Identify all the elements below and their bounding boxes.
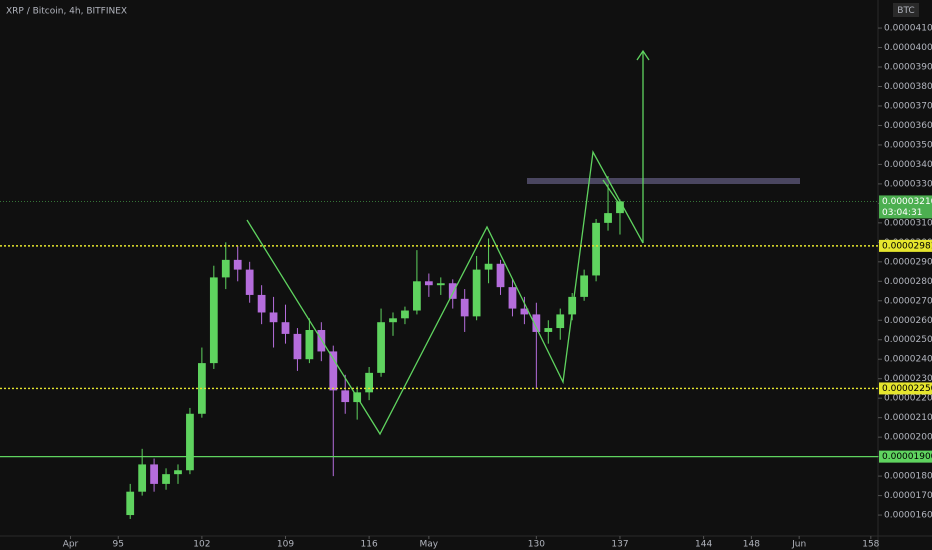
level-badge [879, 382, 932, 395]
y-tick-label: 0.0000230000 [884, 374, 932, 384]
x-tick-label: 130 [528, 540, 545, 550]
candle-body [436, 283, 445, 286]
candle-body [174, 470, 182, 475]
x-tick-label: 148 [743, 540, 760, 550]
candle-body [413, 281, 421, 311]
candle-body [257, 294, 266, 313]
wedge-line [602, 179, 623, 209]
y-tick-label: 0.0000260000 [884, 316, 932, 326]
candle-body [305, 330, 314, 360]
last-price-label: 0.0000321000 [882, 197, 932, 207]
candle-body [209, 277, 218, 364]
y-tick-label: 0.0000380000 [884, 82, 932, 92]
candle-body [580, 275, 589, 297]
y-tick-label: 0.0000180000 [884, 472, 932, 482]
candle-body [150, 464, 158, 484]
resistance-zone [527, 178, 800, 184]
y-tick-label: 0.0000240000 [884, 355, 932, 365]
candle-body [532, 314, 541, 332]
candle-body [233, 259, 242, 270]
y-tick-label: 0.0000350000 [884, 140, 932, 150]
y-tick-label: 0.0000220000 [884, 394, 932, 404]
level-label: 0.0000190000 [882, 452, 932, 462]
candle-body [126, 491, 135, 516]
candle-body [377, 322, 385, 373]
y-tick-label: 0.0000410000 [884, 24, 932, 34]
y-tick-label: 0.0000340000 [884, 160, 932, 170]
x-tick-label: 144 [695, 540, 712, 550]
x-tick-label: Jun [791, 540, 806, 550]
y-tick-label: 0.0000310000 [884, 218, 932, 228]
level-badge [879, 450, 932, 463]
y-tick-label: 0.0000290000 [884, 257, 932, 267]
candle-body [269, 312, 278, 323]
currency-label: BTC [897, 6, 914, 16]
currency-badge [893, 3, 919, 17]
arrow-head [636, 49, 650, 61]
candle-body [472, 269, 481, 317]
candle-body [496, 263, 505, 288]
candle-body [162, 474, 170, 484]
x-tick-label: 95 [113, 540, 124, 550]
candle-body [508, 287, 517, 309]
y-tick-label: 0.0000370000 [884, 101, 932, 111]
x-tick-label: 158 [862, 540, 879, 550]
y-tick-label: 0.0000250000 [884, 335, 932, 345]
candle-body [448, 283, 457, 299]
y-tick-label: 0.0000400000 [884, 43, 932, 53]
candle-body [520, 308, 529, 315]
y-tick-label: 0.0000330000 [884, 179, 932, 189]
y-tick-label: 0.0000210000 [884, 413, 932, 423]
candle-body [293, 333, 302, 360]
y-tick-label: 0.0000160000 [884, 511, 932, 521]
y-tick-label: 0.0000390000 [884, 63, 932, 73]
candle-body [186, 413, 194, 471]
candle-body [604, 213, 612, 223]
candle-body [484, 263, 493, 270]
candle-body [281, 322, 290, 334]
drawings [246, 49, 800, 436]
plot [126, 176, 624, 519]
x-tick-label: 137 [611, 540, 628, 550]
candle-body [424, 281, 433, 286]
candle-body [329, 351, 338, 391]
countdown-label: 03:04:31 [882, 208, 922, 218]
candle-body [221, 259, 230, 278]
candle-body [365, 372, 374, 393]
y-tick-label: 0.0000170000 [884, 491, 932, 501]
candle-body [556, 314, 565, 329]
y-tick-label: 0.0000200000 [884, 433, 932, 443]
candle-body [401, 310, 409, 319]
candle-body [389, 318, 397, 323]
x-tick-label: 109 [277, 540, 294, 550]
candle-body [245, 269, 254, 295]
x-tick-label: Apr [63, 540, 79, 550]
candle-body [460, 298, 469, 317]
last-price-badge [879, 195, 932, 219]
x-tick-label: 102 [193, 540, 210, 550]
candle-body [138, 464, 147, 492]
level-label: 0.0000225000 [882, 384, 932, 394]
x-tick-label: 116 [361, 540, 378, 550]
level-label: 0.0000298180 [882, 241, 932, 251]
level-badge [879, 239, 932, 252]
x-tick-label: May [420, 540, 439, 550]
candle-body [544, 328, 553, 332]
y-tick-label: 0.0000280000 [884, 277, 932, 287]
chart-title: XRP / Bitcoin, 4h, BITFINEX [6, 7, 127, 17]
pattern-line [246, 149, 644, 436]
y-tick-label: 0.0000270000 [884, 296, 932, 306]
candle-body [341, 390, 350, 403]
candle-body [592, 222, 600, 276]
candle-body [616, 201, 624, 214]
y-tick-label: 0.0000360000 [884, 121, 932, 131]
candle-body [568, 296, 577, 315]
